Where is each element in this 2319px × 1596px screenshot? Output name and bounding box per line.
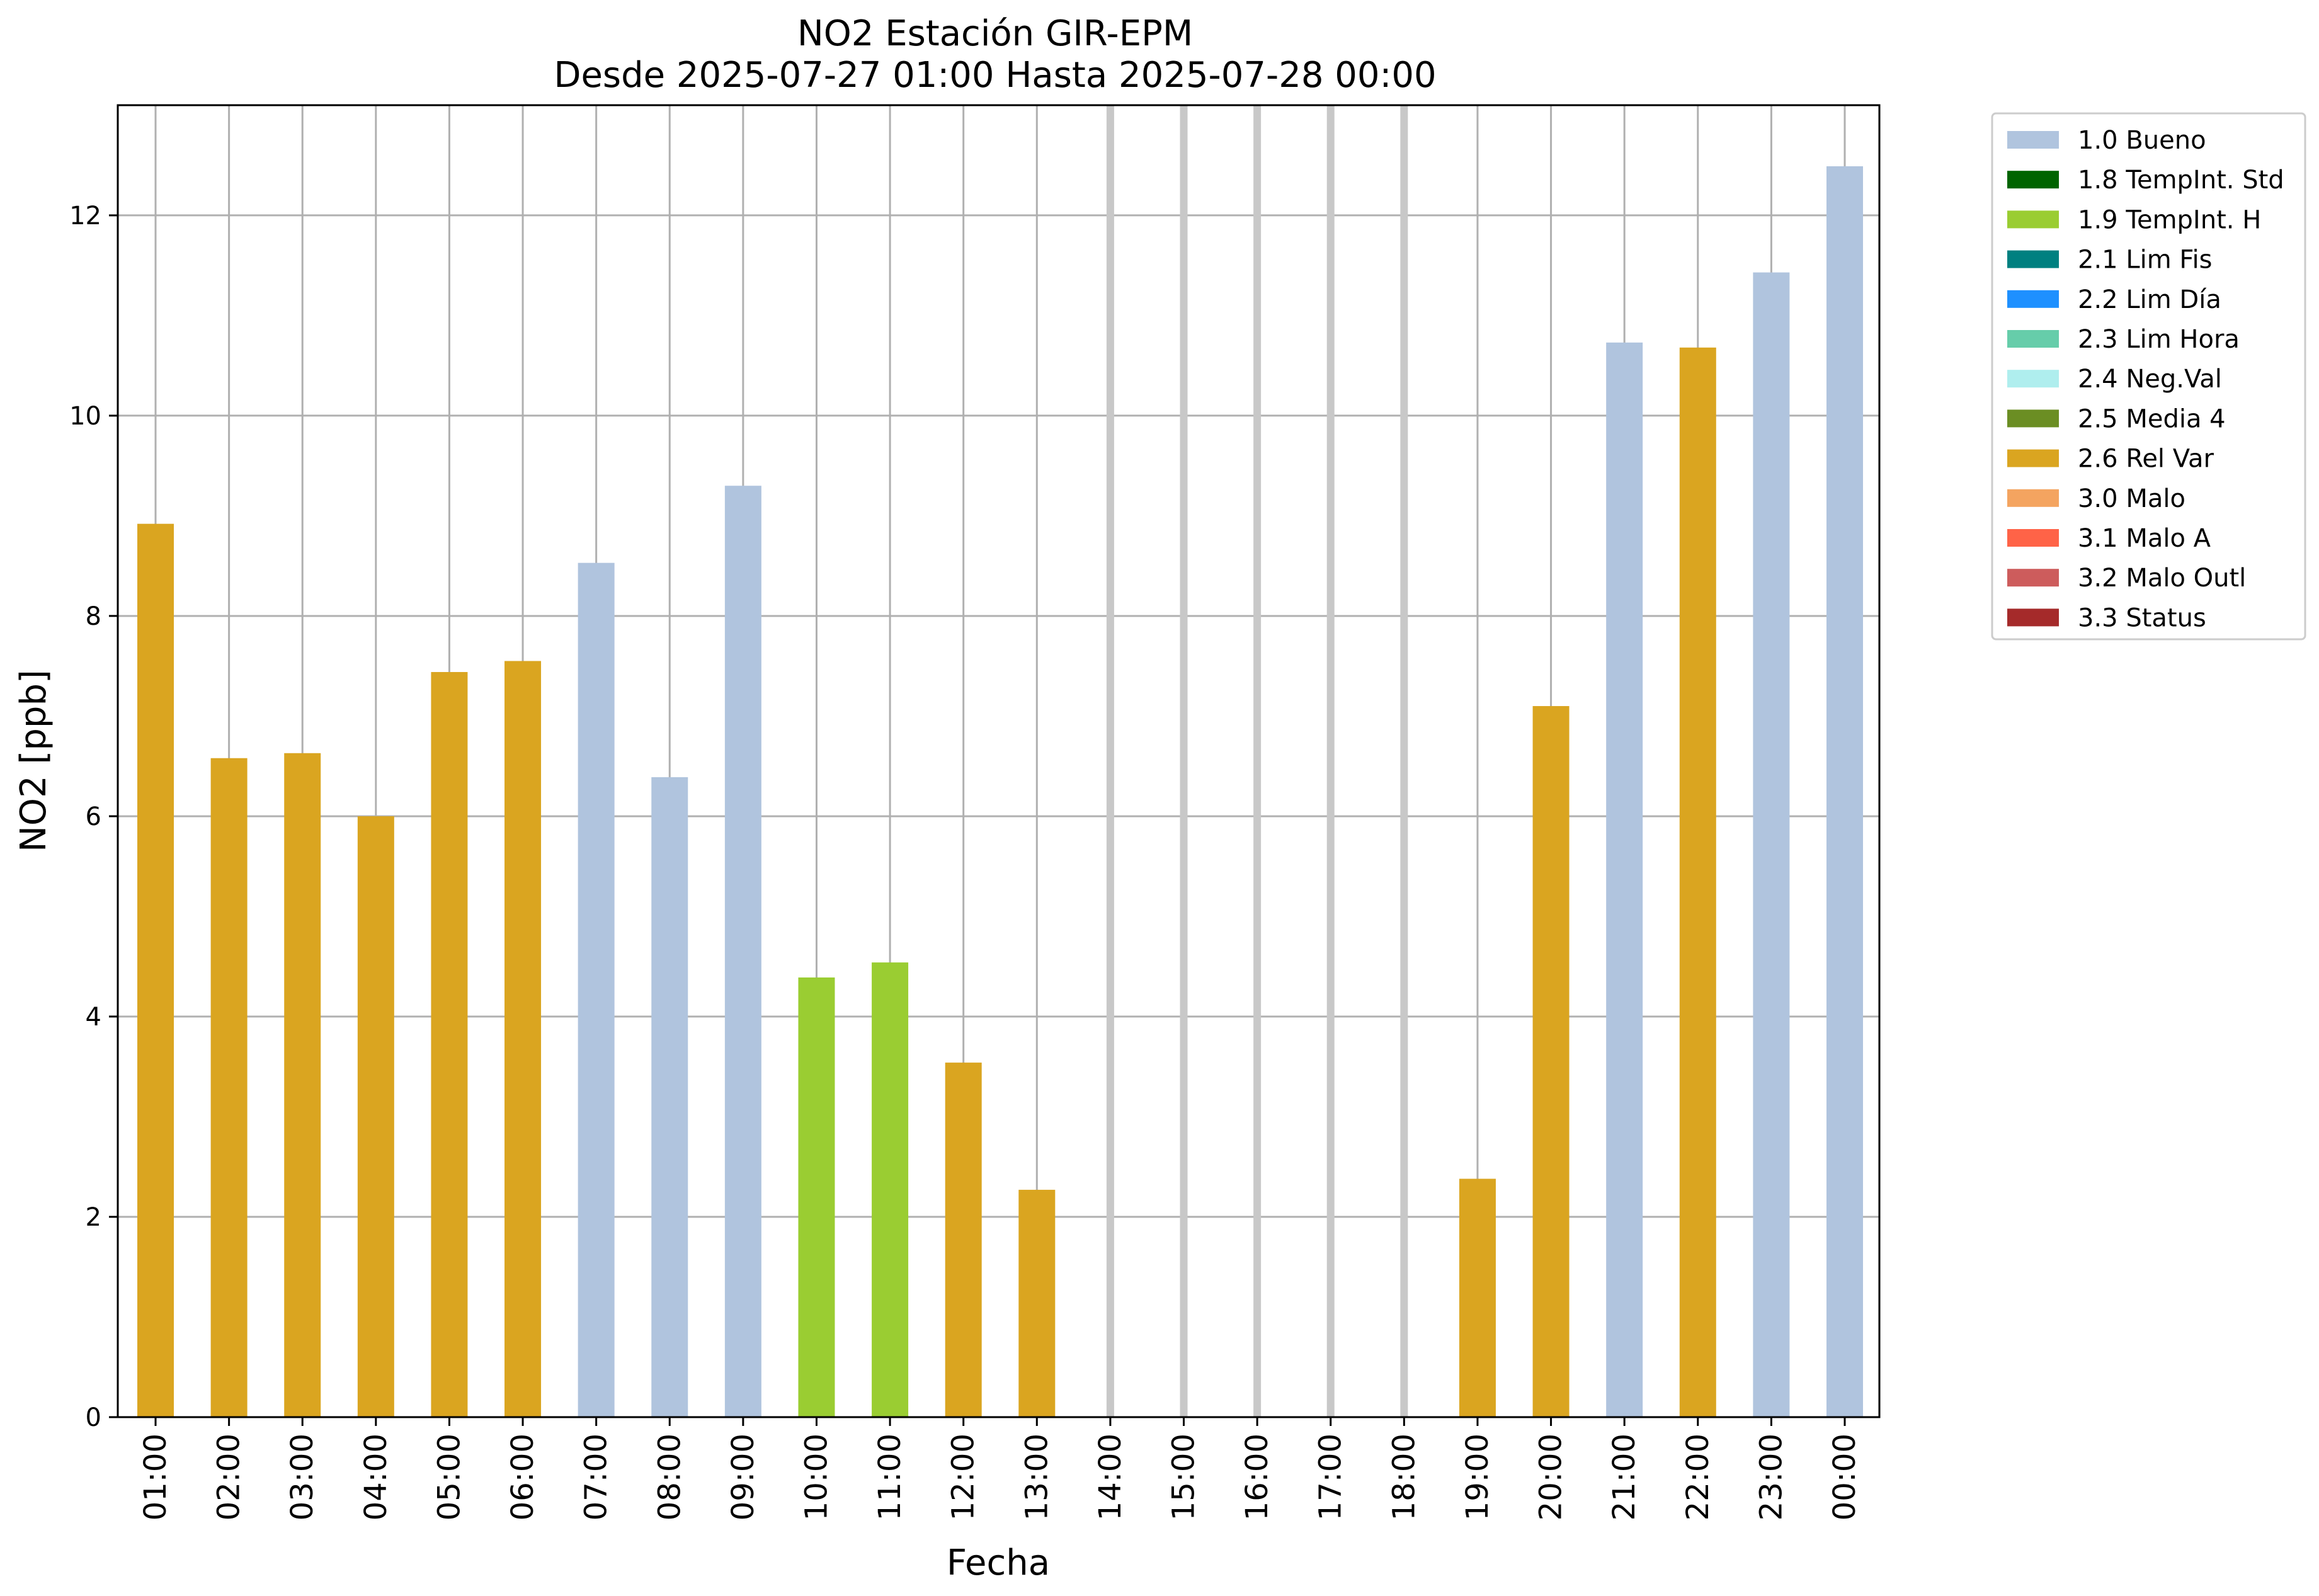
x-tick-label: 17:00 [1313, 1434, 1348, 1520]
bar-0900 [724, 486, 761, 1417]
legend-swatch [2007, 370, 2059, 388]
bar-0700 [578, 562, 615, 1418]
x-tick-label: 08:00 [652, 1434, 687, 1520]
bar-1000 [798, 977, 835, 1417]
legend-swatch [2007, 250, 2059, 268]
legend-label: 3.0 Malo [2078, 484, 2185, 513]
legend-frame [1991, 112, 2306, 641]
bar-0300 [284, 753, 321, 1417]
y-tick-label: 0 [86, 1403, 101, 1432]
y-tick-label: 2 [86, 1203, 101, 1232]
x-tick-label: 12:00 [946, 1434, 981, 1520]
bar-0100 [137, 523, 174, 1418]
bar-2300 [1753, 272, 1790, 1418]
legend-label: 2.2 Lim Día [2078, 285, 2221, 314]
legend-label: 1.8 TempInt. Std [2078, 166, 2284, 195]
x-tick-label: 11:00 [872, 1434, 908, 1520]
bar-0500 [431, 671, 468, 1417]
bar-1100 [872, 962, 909, 1417]
legend-label: 2.5 Media 4 [2078, 404, 2226, 433]
bar-2000 [1532, 706, 1570, 1417]
legend-swatch [2007, 489, 2059, 507]
y-tick-label: 10 [69, 402, 101, 431]
legend-label: 2.1 Lim Fis [2078, 246, 2212, 275]
x-tick-label: 10:00 [799, 1434, 834, 1520]
legend-label: 3.3 Status [2078, 603, 2206, 632]
bar-0000 [1826, 166, 1863, 1418]
bar-1200 [945, 1063, 982, 1417]
chart-title: NO2 Estación GIR-EPM [797, 13, 1193, 54]
bar-1300 [1018, 1190, 1056, 1417]
legend-label: 1.0 Bueno [2078, 126, 2206, 155]
legend-swatch [2007, 449, 2059, 467]
legend-swatch [2007, 569, 2059, 587]
x-tick-label: 09:00 [726, 1434, 761, 1520]
bar-0600 [504, 661, 542, 1417]
y-axis-label: NO2 [ppb] [13, 670, 54, 852]
y-tick-label: 12 [69, 202, 101, 231]
legend-swatch [2007, 210, 2059, 229]
x-tick-label: 04:00 [358, 1434, 394, 1520]
bar-2200 [1679, 347, 1716, 1417]
legend-swatch [2007, 171, 2059, 189]
bar-2100 [1606, 342, 1643, 1417]
x-tick-label: 16:00 [1239, 1434, 1275, 1520]
legend-swatch [2007, 608, 2059, 627]
legend-swatch [2007, 290, 2059, 308]
x-tick-label: 23:00 [1753, 1434, 1789, 1520]
x-tick-label: 06:00 [505, 1434, 540, 1520]
x-tick-label: 19:00 [1460, 1434, 1495, 1520]
bar-0200 [210, 758, 248, 1417]
x-tick-label: 14:00 [1093, 1434, 1128, 1520]
x-tick-label: 21:00 [1607, 1434, 1642, 1520]
y-tick-label: 6 [86, 802, 101, 831]
x-tick-label: 15:00 [1166, 1434, 1202, 1520]
legend-swatch [2007, 131, 2059, 149]
legend: 1.0 Bueno 1.8 TempInt. Std 1.9 TempInt. H 2… [1991, 112, 2306, 641]
legend-swatch [2007, 529, 2059, 547]
x-tick-label: 02:00 [212, 1434, 247, 1520]
x-axis-ticks: 01:00 02:00 03:00 04:00 05:00 06:00 07:00 08:00… [138, 1417, 1862, 1520]
bar-1900 [1459, 1178, 1496, 1417]
y-tick-label: 4 [86, 1003, 101, 1032]
x-tick-label: 13:00 [1019, 1434, 1054, 1520]
x-tick-label: 07:00 [579, 1434, 614, 1520]
x-tick-label: 03:00 [285, 1434, 320, 1520]
x-tick-label: 22:00 [1680, 1434, 1716, 1520]
chart-subtitle: Desde 2025-07-27 01:00 Hasta 2025-07-28 … [554, 55, 1436, 96]
bar-0400 [357, 816, 394, 1417]
x-tick-label: 05:00 [431, 1434, 467, 1520]
legend-label: 1.9 TempInt. H [2078, 205, 2261, 234]
bar-0800 [651, 777, 688, 1417]
y-axis-ticks: 0 2 4 6 8 10 12 [69, 202, 118, 1432]
x-tick-label: 20:00 [1534, 1434, 1569, 1520]
legend-swatch [2007, 330, 2059, 348]
legend-label: 3.1 Malo A [2078, 524, 2211, 553]
legend-label: 2.6 Rel Var [2078, 445, 2214, 474]
legend-swatch [2007, 409, 2059, 428]
plot-frame [117, 104, 1881, 1418]
x-tick-label: 01:00 [138, 1434, 173, 1520]
x-tick-label: 18:00 [1386, 1434, 1422, 1520]
y-tick-label: 8 [86, 602, 101, 631]
x-axis-label: Fecha [947, 1542, 1050, 1583]
legend-label: 2.4 Neg.Val [2078, 365, 2222, 394]
legend-label: 2.3 Lim Hora [2078, 325, 2240, 354]
bars [137, 166, 1863, 1418]
x-tick-label: 00:00 [1827, 1434, 1862, 1520]
legend-label: 3.2 Malo Outl [2078, 564, 2246, 593]
